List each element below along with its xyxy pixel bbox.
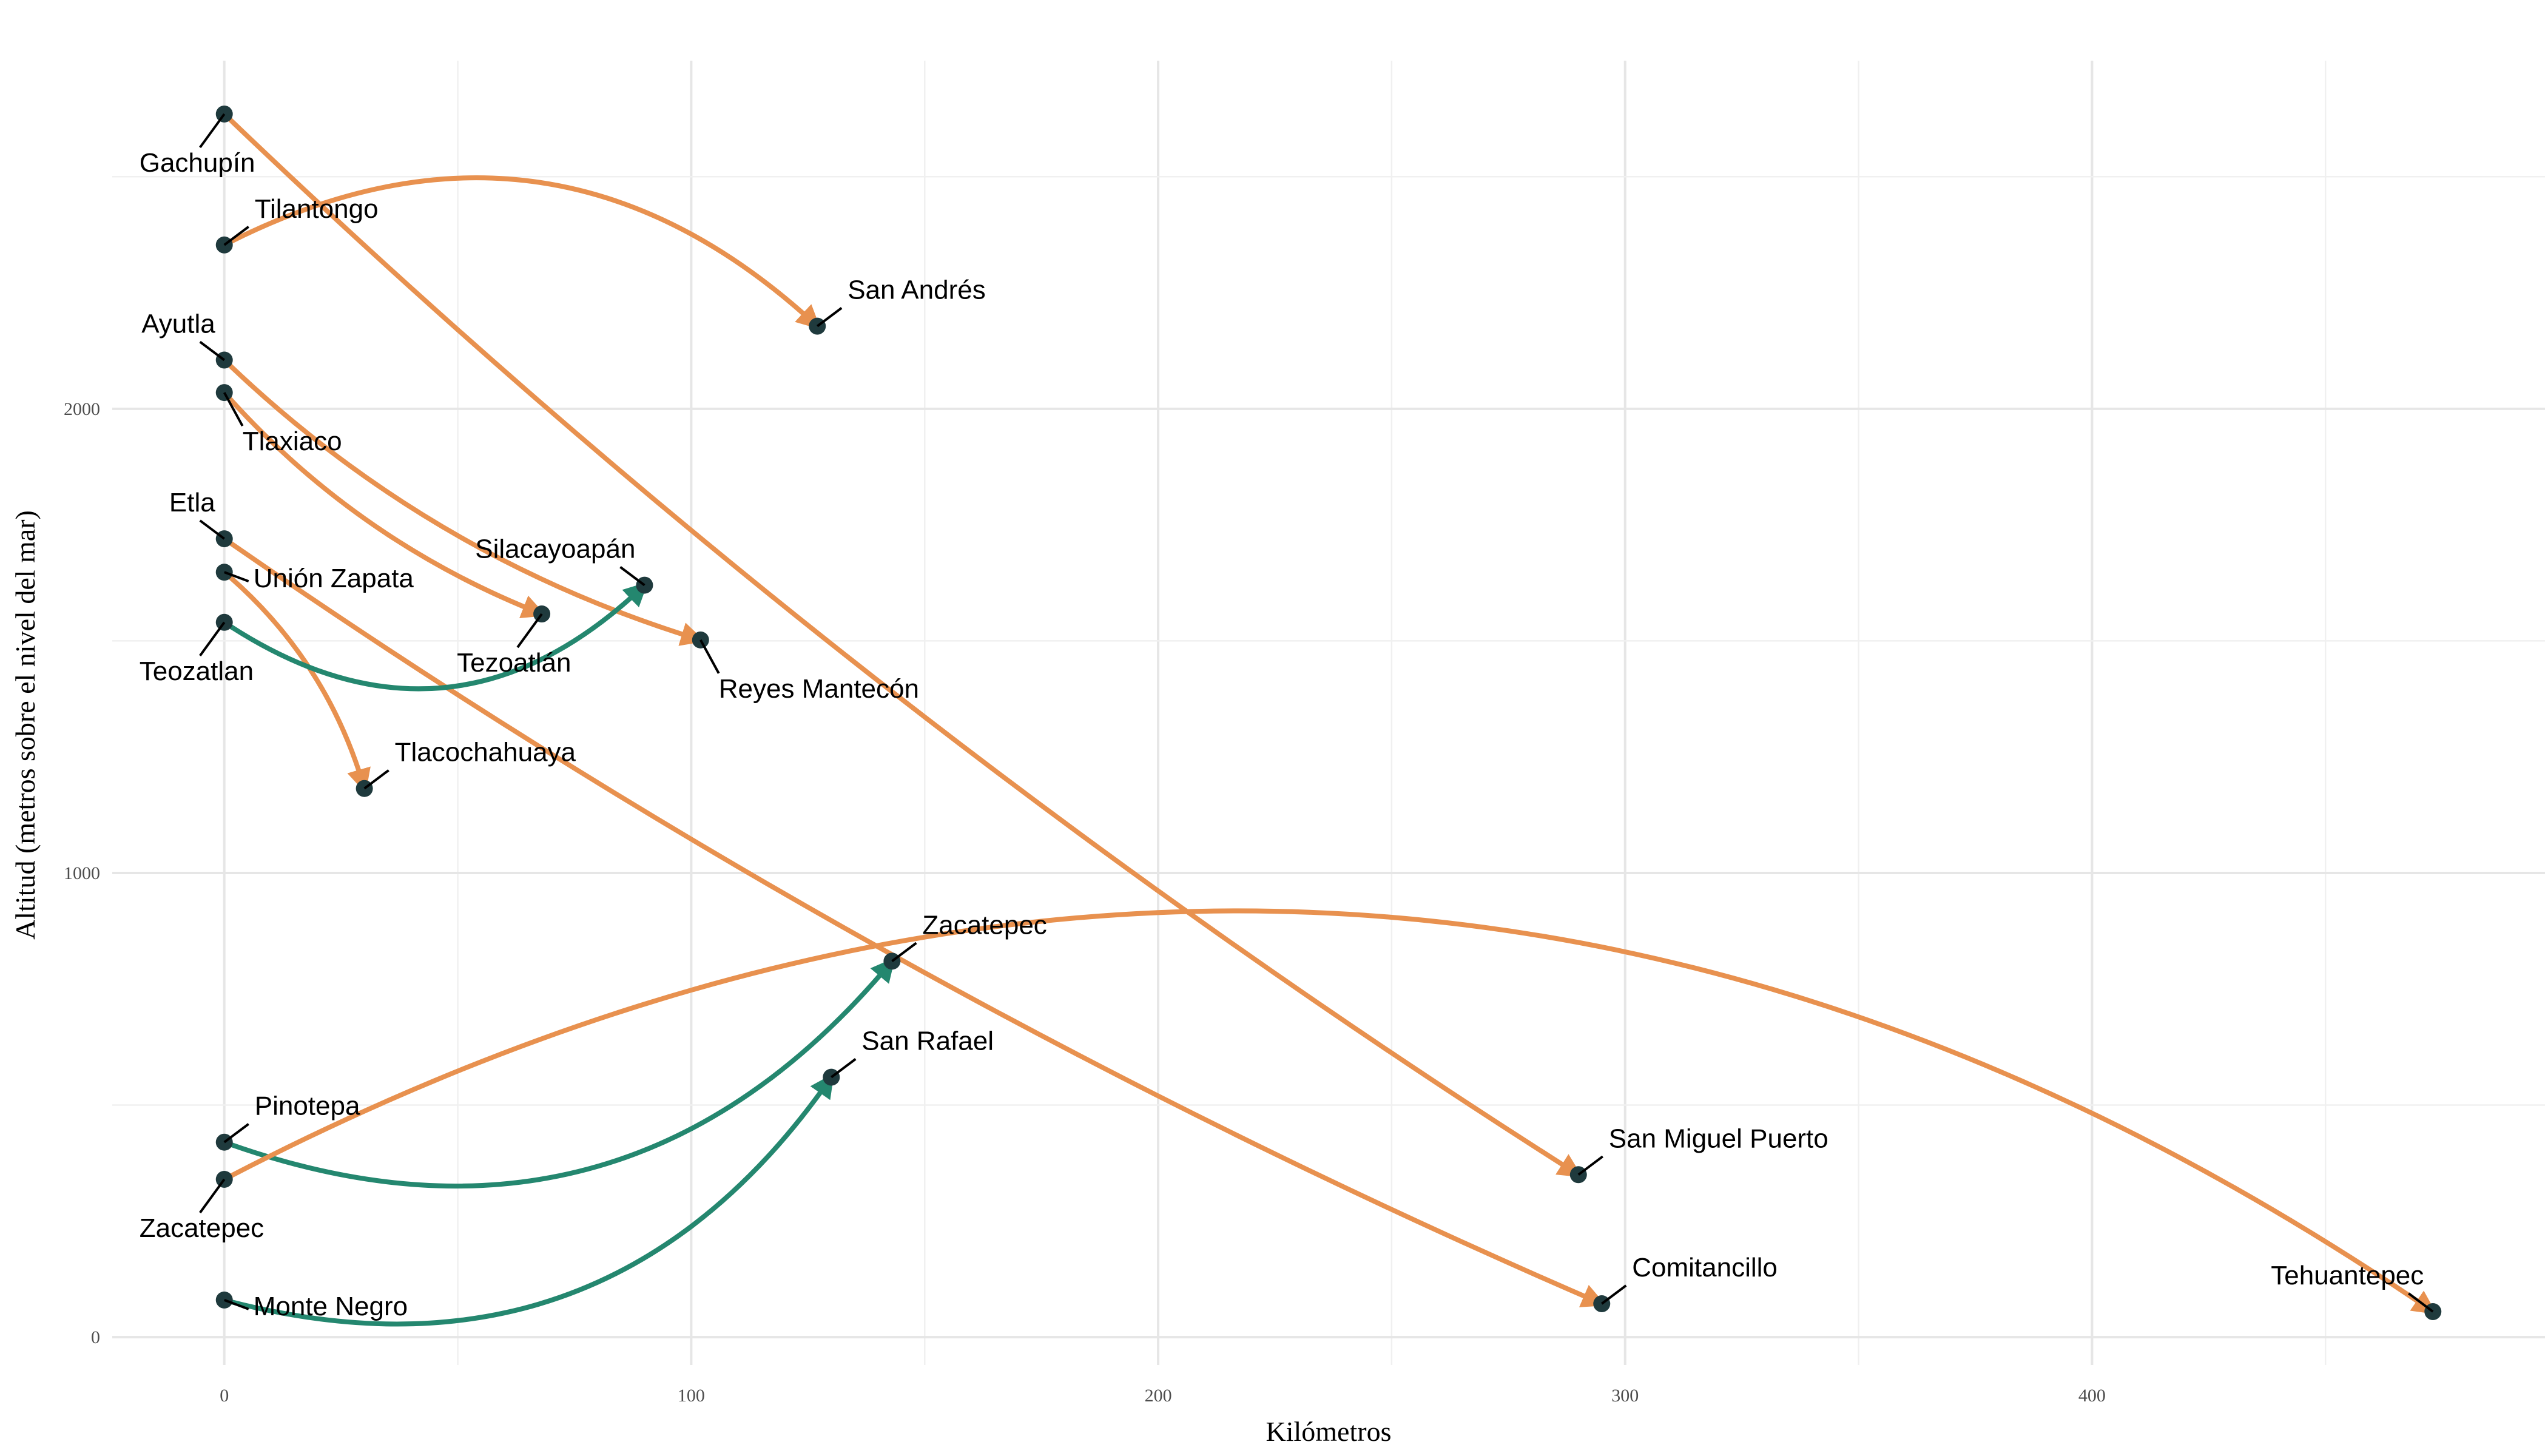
label-leader-line — [1577, 1155, 1603, 1176]
place-label: Ayutla — [141, 309, 215, 339]
y-tick-label: 2000 — [64, 399, 100, 419]
place-label: Pinotepa — [255, 1091, 360, 1121]
label-leader-line — [199, 340, 225, 362]
route-curve — [221, 111, 1583, 1178]
label-leader-line — [223, 392, 244, 427]
place-label: Unión Zapata — [254, 564, 414, 593]
label-leader-line — [223, 1123, 249, 1144]
label-leader-line — [2408, 1292, 2434, 1313]
place-label: Monte Negro — [254, 1292, 408, 1321]
route-curve — [221, 582, 649, 692]
place-label: Tilantongo — [255, 194, 379, 224]
grid — [112, 61, 2545, 1365]
label-leader-line — [516, 613, 543, 649]
label-leader-line — [224, 1299, 249, 1310]
label-leader-line — [199, 113, 226, 149]
route-curve — [221, 357, 706, 646]
place-label: San Miguel Puerto — [1609, 1124, 1828, 1153]
points — [215, 105, 2442, 1321]
label-leader-line — [199, 621, 226, 656]
place-label: Reyes Mantecón — [719, 674, 919, 704]
x-tick-label: 200 — [1145, 1386, 1172, 1406]
x-tick-label: 400 — [2078, 1386, 2106, 1406]
place-label: Comitancillo — [1632, 1253, 1778, 1282]
x-tick-label: 0 — [220, 1386, 229, 1406]
label-leader-line — [1601, 1284, 1627, 1305]
place-label: Tlaxiaco — [243, 426, 342, 456]
label-leader-line — [199, 519, 225, 540]
place-label: San Andrés — [848, 275, 986, 305]
place-label: San Rafael — [861, 1026, 994, 1056]
label-leader-line — [199, 1178, 226, 1214]
label-leader-line — [619, 565, 645, 587]
routes — [221, 111, 2437, 1327]
place-label: Tehuantepec — [2271, 1261, 2424, 1290]
place-label: Tlacochahuaya — [395, 738, 576, 767]
place-label: Zacatepec — [140, 1213, 264, 1243]
place-label: Etla — [169, 488, 215, 517]
x-tick-label: 100 — [678, 1386, 705, 1406]
place-label: Gachupín — [140, 148, 255, 178]
route-curve — [221, 957, 895, 1188]
place-label: Silacayoapán — [475, 534, 635, 564]
label-leader-line — [699, 639, 720, 674]
label-leader-line — [223, 226, 249, 246]
label-leader-line — [363, 769, 389, 790]
route-curve — [221, 536, 1606, 1307]
label-leader-line — [831, 1058, 857, 1079]
route-curve — [221, 175, 821, 330]
y-axis-title: Altitud (metros sobre el nivel del mar) — [10, 510, 41, 940]
x-axis-title: Kilómetros — [1266, 1416, 1392, 1447]
y-tick-label: 0 — [91, 1327, 100, 1347]
label-leader-line — [891, 942, 917, 962]
place-label: Zacatepec — [922, 910, 1046, 940]
axes: Kilómetros Altitud (metros sobre el nive… — [10, 399, 2106, 1447]
place-label: Tezoatlán — [457, 648, 571, 678]
label-leader-line — [224, 571, 249, 583]
label-leader-line — [817, 307, 843, 328]
route-curve — [221, 390, 547, 618]
route-curve — [221, 1073, 834, 1327]
x-tick-label: 300 — [1611, 1386, 1639, 1406]
place-label: Teozatlan — [140, 656, 254, 686]
route-curve — [221, 908, 2437, 1315]
y-tick-label: 1000 — [64, 863, 100, 883]
